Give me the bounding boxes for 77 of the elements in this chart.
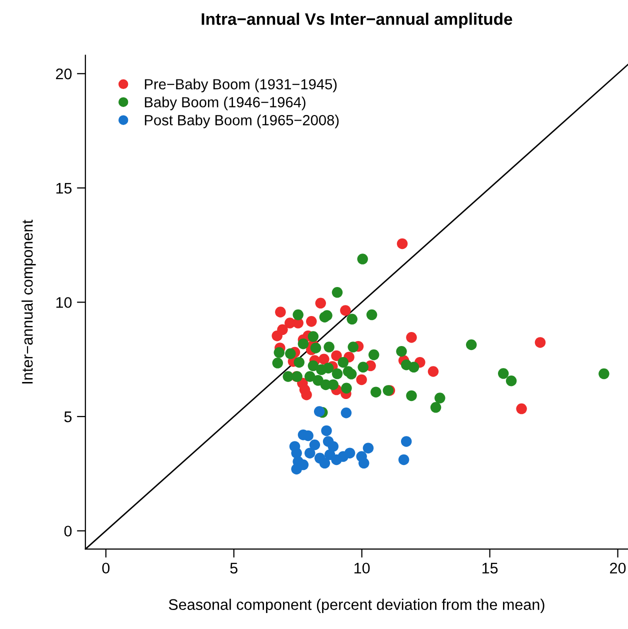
point xyxy=(328,441,339,452)
point xyxy=(362,442,374,454)
x-tick-label: 20 xyxy=(610,562,626,574)
point xyxy=(275,306,286,318)
y-tick-label: 10 xyxy=(56,297,72,308)
point xyxy=(406,332,417,343)
point xyxy=(308,331,319,342)
point xyxy=(341,382,352,394)
point xyxy=(332,287,343,298)
x-tick-label: 15 xyxy=(482,562,498,574)
point xyxy=(301,389,312,400)
point xyxy=(506,375,517,386)
point xyxy=(314,406,325,417)
point xyxy=(498,368,509,379)
point xyxy=(318,354,330,365)
point xyxy=(430,402,442,413)
point xyxy=(466,339,477,350)
point xyxy=(358,458,370,469)
point xyxy=(400,436,412,447)
x-axis-title: Seasonal component (percent deviation from the mean) xyxy=(168,598,544,614)
chart-title: Intra−annual Vs Inter−annual amplitude xyxy=(202,12,512,28)
point xyxy=(348,342,358,352)
point xyxy=(370,386,382,398)
point xyxy=(309,440,320,450)
point xyxy=(598,368,610,380)
point xyxy=(434,392,446,404)
y-tick-label: 20 xyxy=(56,68,72,80)
point xyxy=(292,309,304,320)
point xyxy=(366,309,378,320)
point xyxy=(516,403,527,414)
point xyxy=(308,360,319,372)
y-axis-title: Inter−annual component xyxy=(22,220,36,384)
x-tick-label: 5 xyxy=(230,562,238,574)
point xyxy=(298,338,309,350)
point xyxy=(331,350,342,362)
point xyxy=(304,448,316,458)
point xyxy=(396,346,407,357)
legend-label: Baby Boom (1946−1964) xyxy=(144,96,306,110)
point xyxy=(272,330,282,342)
point xyxy=(322,310,332,321)
point xyxy=(294,356,304,368)
point xyxy=(398,454,410,466)
point xyxy=(408,362,420,373)
point xyxy=(340,407,352,418)
point xyxy=(304,371,316,382)
point xyxy=(346,314,358,325)
point xyxy=(285,348,296,360)
point xyxy=(340,305,351,316)
point xyxy=(321,425,332,436)
point xyxy=(357,254,368,264)
point xyxy=(356,374,367,386)
point xyxy=(396,238,408,250)
point xyxy=(406,390,417,402)
point xyxy=(319,458,330,469)
x-tick-label: 10 xyxy=(354,562,370,574)
point xyxy=(310,342,322,354)
point xyxy=(322,362,334,374)
x-tick-label: 0 xyxy=(102,562,110,574)
y-tick-label: 5 xyxy=(64,412,72,422)
point xyxy=(324,342,334,352)
point xyxy=(428,366,439,377)
point xyxy=(332,368,343,380)
point xyxy=(306,316,317,327)
point xyxy=(274,347,285,358)
point xyxy=(358,362,368,373)
point xyxy=(346,368,357,380)
point xyxy=(315,298,326,309)
y-tick-label: 0 xyxy=(64,526,72,537)
point xyxy=(344,448,356,458)
point xyxy=(534,337,546,348)
legend-label: Post Baby Boom (1965−2008) xyxy=(144,114,339,128)
point xyxy=(338,356,349,368)
point xyxy=(282,371,294,382)
legend-label: Pre−Baby Boom (1931−1945) xyxy=(144,78,337,92)
point xyxy=(368,349,380,360)
point xyxy=(272,358,283,368)
y-tick-label: 15 xyxy=(56,182,72,194)
